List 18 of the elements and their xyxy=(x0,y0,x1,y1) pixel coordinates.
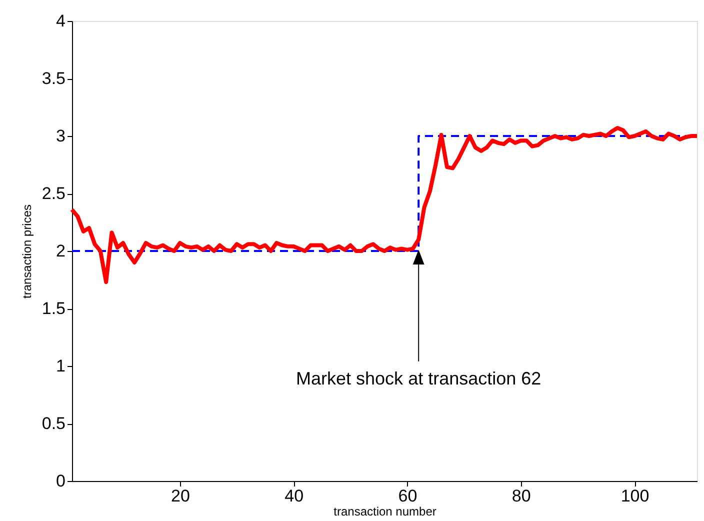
x-tick-label: 40 xyxy=(284,486,304,506)
x-tick-label: 20 xyxy=(170,486,190,506)
annotation: Market shock at transaction 62 xyxy=(296,368,542,389)
y-tick-label: 1.5 xyxy=(42,299,66,318)
y-tick-label: 3 xyxy=(56,126,66,146)
x-tick-label: 60 xyxy=(398,486,418,506)
y-axis-title: transaction prices xyxy=(20,204,34,299)
y-tick-label: 4 xyxy=(56,12,66,30)
y-tick-label: 2 xyxy=(56,242,66,260)
x-axis-title: transaction number xyxy=(334,504,436,518)
y-tick-label: 2.5 xyxy=(42,184,66,203)
x-tick-label: 80 xyxy=(512,486,531,506)
x-tick-label: 100 xyxy=(620,486,650,506)
y-tick-label: 0 xyxy=(56,472,66,490)
y-tick-label: 1 xyxy=(56,356,66,376)
y-tick-label: 0.5 xyxy=(42,414,66,433)
line-series xyxy=(70,126,699,284)
y-tick-label: 3.5 xyxy=(42,69,66,88)
